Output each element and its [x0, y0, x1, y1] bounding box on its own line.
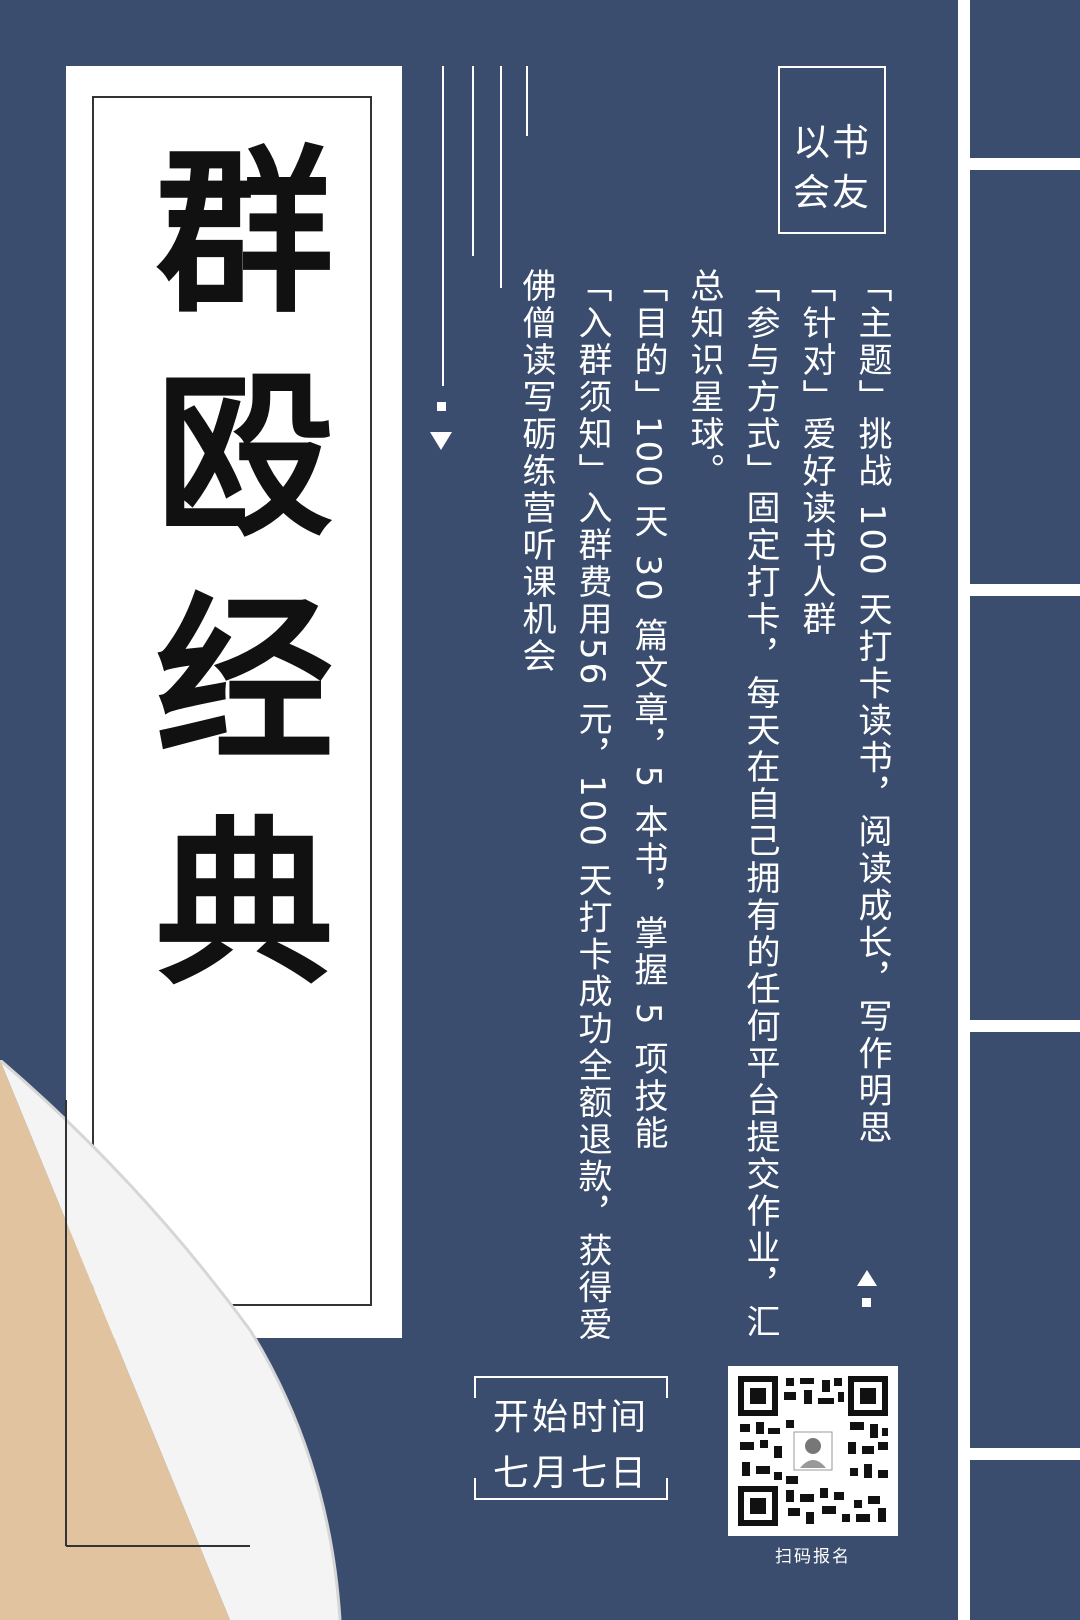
detail-target: 「针对」爱好读书人群 — [796, 268, 836, 638]
decorative-line — [442, 66, 444, 386]
decorative-line — [472, 66, 474, 256]
detail-method: 「参与方式」固定打卡，每天在自己拥有的任何平台提交作业，汇总知识星球。 — [684, 268, 780, 1341]
arrow-down-icon — [430, 432, 452, 450]
start-time-box: 开始时间 七月七日 — [474, 1376, 668, 1500]
decorative-square — [862, 1298, 871, 1307]
arrow-up-icon — [857, 1270, 877, 1286]
binding-stitch-line — [958, 1448, 1080, 1460]
binding-spine-line — [958, 0, 970, 1620]
decorative-line — [500, 66, 502, 288]
binding-stitch-line — [958, 1020, 1080, 1032]
qr-caption: 扫码报名 — [775, 1547, 851, 1567]
decorative-square — [437, 402, 446, 411]
title-card: 群殴经典 — [66, 66, 402, 1338]
slogan-line-2: 会友 — [793, 171, 871, 214]
frame-bottom-line — [474, 1498, 668, 1500]
details-text: 「主题」挑战 100 天打卡读书，阅读成长，写作明思 「针对」爱好读书人群 「参… — [508, 268, 900, 1348]
slogan-box: 以书 会友 — [778, 66, 886, 234]
start-time-label: 开始时间 — [492, 1397, 649, 1438]
binding-stitch-line — [958, 584, 1080, 596]
binding-stitch-line — [958, 158, 1080, 170]
frame-top-line — [474, 1376, 668, 1378]
start-date: 七月七日 — [492, 1453, 649, 1494]
page-curl — [0, 1060, 342, 1620]
detail-goal: 「目的」100 天 30 篇文章，5 本书，掌握 5 项技能 — [628, 268, 668, 1153]
page-title: 群殴经典 — [126, 138, 335, 1034]
detail-theme: 「主题」挑战 100 天打卡读书，阅读成长，写作明思 — [852, 268, 892, 1147]
title-frame: 群殴经典 — [92, 96, 372, 1306]
qr-code-icon — [738, 1376, 888, 1526]
qr-code[interactable] — [728, 1366, 898, 1536]
detail-notice: 「入群须知」入群费用56 元，100 天打卡成功全额退款，获得爱佛僧读写砺练营听… — [516, 268, 612, 1344]
slogan-line-1: 以书 — [793, 121, 871, 164]
book-binding — [958, 0, 1080, 1620]
decorative-line — [526, 66, 528, 136]
